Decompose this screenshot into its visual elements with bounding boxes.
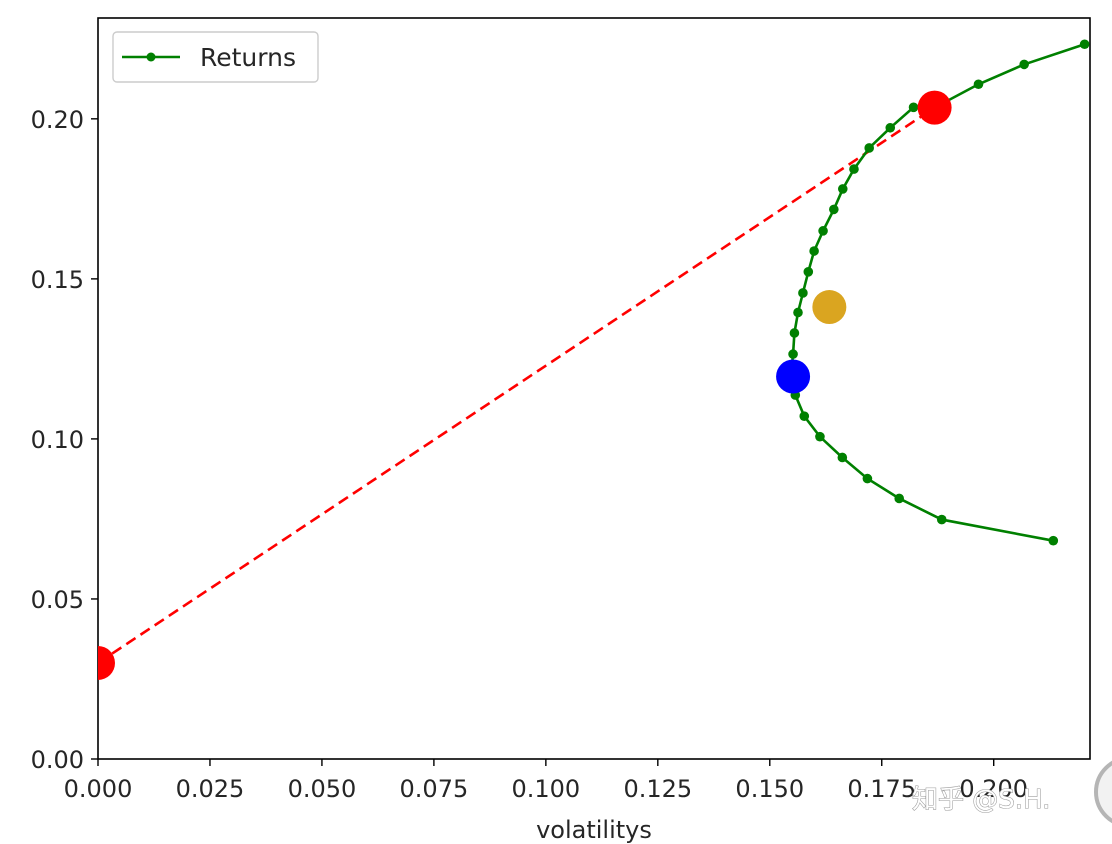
series-point-returns (1019, 59, 1029, 70)
series-point-returns (885, 122, 896, 133)
series-point-returns (789, 328, 800, 338)
highlight-point (98, 645, 115, 680)
series-point-returns (788, 349, 798, 359)
capital-market-line (98, 106, 936, 665)
plot-content (98, 39, 1090, 680)
x-tick-label: 0.125 (623, 775, 692, 803)
x-axis-ticks: 0.000 0.025 0.050 0.075 0.100 0.125 0.150 0.175… (64, 759, 1028, 803)
y-tick-label: 0.15 (31, 266, 84, 294)
series-point-returns (809, 246, 819, 256)
y-tick-label: 0.00 (31, 746, 84, 774)
series-point-returns (864, 143, 875, 153)
x-tick-label: 0.000 (64, 775, 133, 803)
watermark-avatar-icon (1094, 760, 1112, 824)
x-tick-label: 0.100 (511, 775, 580, 803)
series-point-returns (894, 493, 905, 504)
series-point-returns (799, 411, 810, 421)
series-point-returns (793, 307, 803, 318)
series-point-returns (818, 226, 828, 236)
y-tick-label: 0.20 (31, 106, 84, 134)
series-point-returns (829, 204, 839, 215)
x-tick-label: 0.025 (176, 775, 245, 803)
highlight-point (812, 290, 847, 325)
series-point-returns (837, 184, 848, 194)
x-tick-label: 0.150 (735, 775, 804, 803)
series-point-returns (849, 164, 859, 174)
series-point-returns (815, 431, 825, 442)
legend-box (112, 31, 319, 83)
x-axis-label: volatilitys (536, 816, 652, 844)
series-point-returns (862, 473, 873, 484)
series-point-returns (837, 452, 848, 463)
highlight-points (98, 90, 952, 680)
highlight-point (917, 90, 952, 125)
series-markers-returns (786, 39, 1090, 546)
plot-area-frame (97, 17, 1091, 760)
watermark-text: 知乎 @S.H. (912, 785, 1050, 815)
legend-marker-returns (146, 52, 156, 62)
y-tick-label: 0.10 (31, 426, 84, 454)
x-tick-label: 0.075 (400, 775, 469, 803)
y-tick-label: 0.05 (31, 586, 84, 614)
series-point-returns (798, 288, 808, 298)
series-point-returns (936, 514, 947, 525)
watermark: 知乎 @S.H. (911, 760, 1112, 824)
series-point-returns (908, 102, 919, 113)
legend-label-returns: Returns (200, 43, 296, 72)
x-tick-label: 0.050 (288, 775, 357, 803)
series-point-returns (1048, 535, 1059, 546)
x-tick-label: 0.175 (847, 775, 916, 803)
highlight-point (776, 359, 811, 394)
y-axis-ticks: 0.00 0.05 0.10 0.15 0.20 (31, 106, 98, 774)
series-point-returns (803, 267, 814, 277)
legend: Returns (112, 31, 319, 83)
series-point-returns (1079, 39, 1090, 50)
series-point-returns (973, 79, 984, 90)
x-tick-label: 0.200 (959, 775, 1028, 803)
